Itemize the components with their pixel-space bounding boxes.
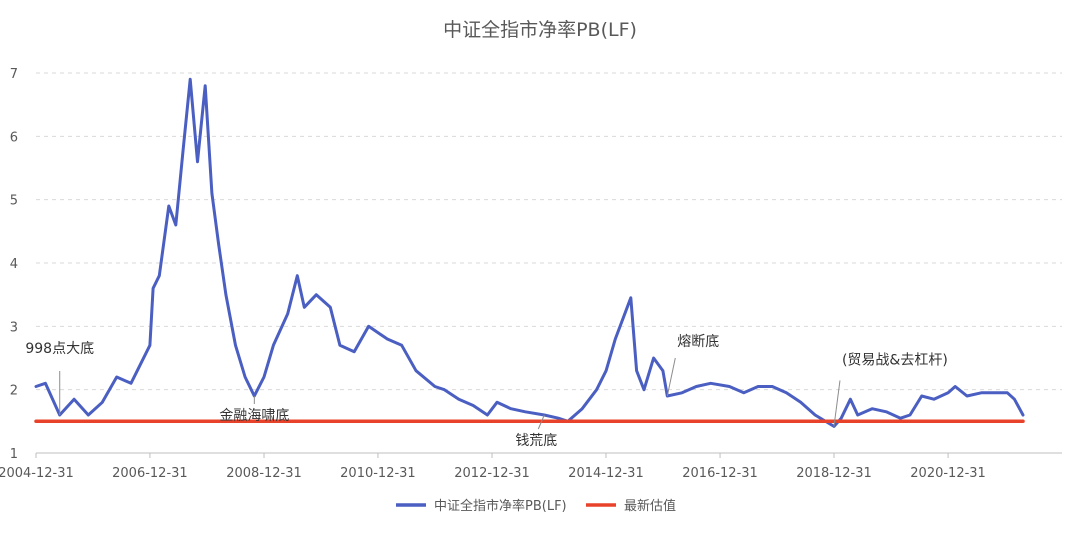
y-tick-label: 1: [10, 447, 18, 462]
y-tick-label: 7: [10, 67, 18, 82]
legend-label: 最新估值: [624, 498, 676, 514]
x-tick-label: 2012-12-31: [454, 466, 530, 481]
series-group: [34, 77, 1025, 428]
x-tick-label: 2016-12-31: [682, 466, 758, 481]
x-tick-label: 2020-12-31: [910, 466, 986, 481]
grid-lines: [36, 72, 1062, 391]
y-tick-label: 2: [10, 384, 18, 399]
series-line-pb: [34, 77, 1025, 428]
annotation-label: 金融海啸底: [219, 408, 289, 424]
x-tick-label: 2010-12-31: [340, 466, 416, 481]
x-tick-label: 2004-12-31: [0, 466, 74, 481]
annotation-leader: [537, 414, 545, 430]
legend: 中证全指市净率PB(LF) 最新估值: [396, 498, 676, 514]
annotation-label: 998点大底: [25, 341, 94, 357]
annotation-label: (贸易战&去杠杆): [842, 352, 948, 368]
x-tick-label: 2014-12-31: [568, 466, 644, 481]
annotation-leader: [833, 380, 841, 427]
annotation-label: 熔断底: [677, 334, 719, 350]
x-axis: 2004-12-31 2006-12-31 2008-12-31 2010-12-31…: [0, 452, 1062, 481]
y-axis: 1 2 3 4 5 6 7: [10, 67, 18, 462]
annotation-label: 钱荒底: [515, 433, 557, 449]
x-tick-label: 2018-12-31: [796, 466, 872, 481]
x-tick-label: 2006-12-31: [112, 466, 188, 481]
y-tick-label: 4: [10, 257, 18, 272]
legend-label: 中证全指市净率PB(LF): [434, 498, 567, 514]
y-tick-label: 5: [10, 194, 18, 209]
y-tick-label: 3: [10, 320, 18, 335]
annotation-leader: [666, 357, 676, 397]
chart-title: 中证全指市净率PB(LF): [443, 19, 637, 41]
x-tick-label: 2008-12-31: [226, 466, 302, 481]
y-tick-label: 6: [10, 130, 18, 145]
